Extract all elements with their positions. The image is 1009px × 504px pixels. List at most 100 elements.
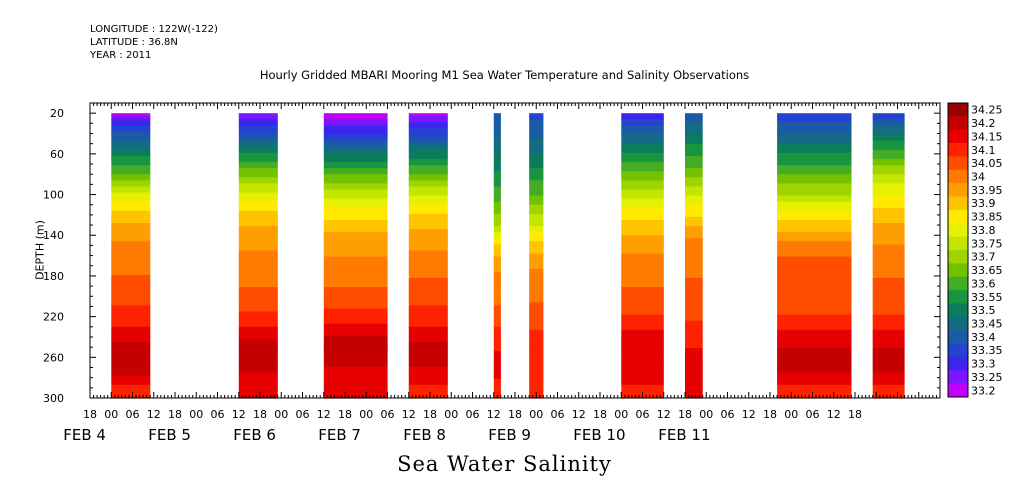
data-cell [621,253,664,258]
data-cell [529,207,544,212]
data-cell [493,375,501,380]
data-cell [111,342,151,346]
data-cell [238,165,278,169]
data-cell [493,247,501,252]
data-cell [408,235,448,239]
data-cell [777,250,852,255]
data-cell [408,210,448,215]
colorbar-label: 33.5 [971,304,996,317]
data-cell [408,262,448,267]
data-cell [493,290,501,294]
data-cell [111,238,151,242]
data-cell [685,390,703,395]
data-cell [323,201,388,206]
data-cell [408,158,448,163]
data-cell [493,122,501,126]
x-tick-label: 12 [147,408,161,421]
data-cell [621,311,664,316]
data-segment [493,113,501,399]
data-segment [685,113,703,399]
data-cell [872,119,905,123]
data-cell [872,375,905,380]
data-cell [111,189,151,194]
data-cell [323,259,388,264]
data-cell [872,244,905,249]
data-cell [493,296,501,300]
data-cell [323,366,388,371]
data-cell [529,155,544,160]
data-cell [111,171,151,175]
data-cell [529,360,544,365]
x-tick-label: 00 [699,408,713,421]
x-tick-label: 18 [253,408,267,421]
data-cell [238,354,278,358]
data-cell [493,250,501,255]
x-tick-label: 18 [848,408,862,421]
data-cell [777,207,852,212]
data-cell [323,256,388,261]
data-cell [529,274,544,279]
data-cell [493,128,501,133]
data-cell [493,183,501,188]
data-cell [493,329,501,334]
data-cell [238,162,278,166]
data-cell [493,351,501,355]
data-cell [323,244,388,249]
data-cell [777,168,852,172]
data-cell [111,180,151,184]
data-cell [777,339,852,343]
data-cell [777,149,852,154]
data-cell [529,149,544,154]
data-cell [493,165,501,169]
data-cell [529,186,544,191]
data-cell [621,235,664,239]
data-cell [872,284,905,288]
data-cell [111,366,151,371]
data-cell [621,189,664,194]
data-cell [872,113,905,117]
data-cell [238,207,278,212]
data-cell [111,357,151,361]
data-cell [408,174,448,178]
colorbar-frame [947,102,969,398]
colorbar-swatch [948,143,968,157]
data-cell [493,140,501,145]
colorbar-swatch [948,183,968,197]
data-cell [323,168,388,172]
data-cell [777,287,852,291]
data-cell [872,201,905,206]
data-cell [323,149,388,154]
colorbar-label: 33.45 [971,318,1003,331]
colorbar-swatch [948,209,968,224]
data-cell [872,381,905,386]
data-cell [111,125,151,130]
data-cell [685,198,703,203]
data-cell [493,210,501,215]
data-cell [621,171,664,175]
data-cell [777,155,852,160]
data-cell [872,155,905,160]
y-tick-label: 260 [43,351,64,364]
data-cell [111,146,151,151]
data-cell [621,210,664,215]
x-day-label: FEB 7 [318,426,361,444]
data-cell [872,357,905,361]
data-cell [238,363,278,368]
data-cell [323,204,388,209]
data-cell [408,131,448,136]
data-cell [323,134,388,139]
data-cell [529,122,544,126]
x-tick-label: 00 [189,408,203,421]
data-cell [323,113,388,117]
data-cell [238,250,278,255]
colorbar-label: 33.65 [971,264,1003,277]
data-cell [323,250,388,255]
data-cell [323,271,388,276]
data-cell [323,207,388,212]
colorbar-swatch [948,276,968,291]
data-cell [872,271,905,276]
data-cell [872,207,905,212]
data-cell [777,165,852,169]
data-cell [872,345,905,349]
data-cell [408,381,448,386]
